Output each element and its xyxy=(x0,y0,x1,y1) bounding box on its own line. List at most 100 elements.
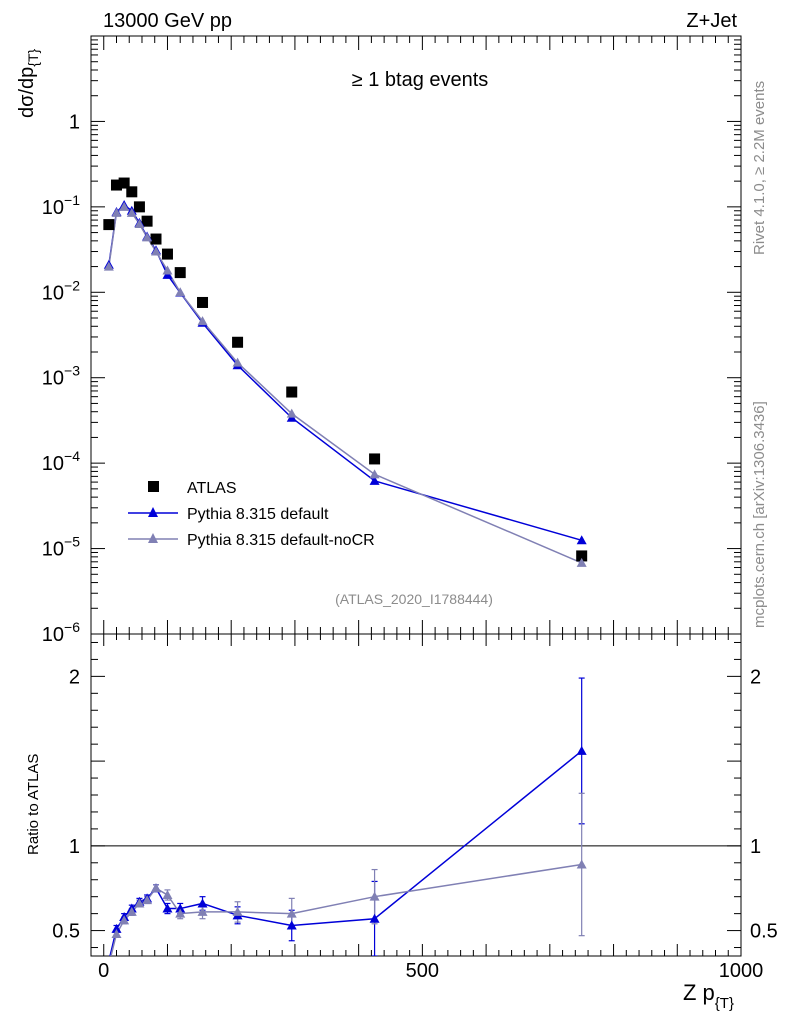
atlas-data-point xyxy=(103,219,115,231)
default-ratio-point xyxy=(197,898,208,908)
nocr-data-point xyxy=(286,408,297,418)
nocr-data-point xyxy=(369,469,380,479)
error-bars xyxy=(113,677,585,956)
default-ratio-line xyxy=(109,750,583,956)
y-tick-label: 10−6 xyxy=(42,619,80,646)
y-tick-label-base: 10 xyxy=(42,282,64,304)
nocr-ratio-point xyxy=(286,908,297,918)
x-tick-label: 1000 xyxy=(719,960,764,982)
y-tick-label-exponent: −2 xyxy=(64,277,80,293)
ratio-axis-label: Ratio to ATLAS xyxy=(25,754,42,855)
nocr-ratio-point xyxy=(162,889,173,899)
nocr-data-point xyxy=(175,287,186,297)
legend-default-marker xyxy=(148,507,158,517)
nocr-data-point xyxy=(151,246,161,256)
default-ratio-point xyxy=(286,920,297,930)
rivet-label: Rivet 4.1.0, ≥ 2.2M events xyxy=(751,81,768,255)
default-ratio-point xyxy=(162,903,173,913)
nocr-data-point xyxy=(111,207,122,217)
nocr-ratio-point xyxy=(126,906,137,916)
legend: ATLAS Pythia 8.315 default Pythia 8.315 … xyxy=(128,480,375,549)
axis-ticks xyxy=(91,36,742,956)
series-lines xyxy=(108,204,583,956)
y-tick-label: 10−1 xyxy=(42,192,80,219)
nocr-ratio-point xyxy=(111,928,122,938)
ratio-tick-label: 1 xyxy=(69,836,80,858)
nocr-data-point xyxy=(119,201,130,211)
legend-nocr-marker xyxy=(148,533,158,543)
y-tick-label: 10−4 xyxy=(42,448,80,475)
atlas-data-point xyxy=(118,177,130,189)
nocr-ratio-point xyxy=(151,883,161,893)
data-markers xyxy=(103,177,588,938)
default-data-point xyxy=(369,475,380,485)
y-tick-label-base: 10 xyxy=(42,368,64,390)
atlas-data-point xyxy=(141,215,153,227)
y-tick-label-exponent: −4 xyxy=(64,448,80,464)
y-tick-label-base: 10 xyxy=(42,539,64,561)
nocr-data-point xyxy=(576,557,587,567)
y-tick-label-base: 1 xyxy=(69,111,80,133)
nocr-series-line xyxy=(108,205,582,564)
nocr-ratio-point xyxy=(134,898,145,908)
nocr-ratio-point xyxy=(197,906,208,916)
default-ratio-point xyxy=(175,903,186,913)
legend-atlas-marker xyxy=(148,481,159,492)
legend-nocr-label: Pythia 8.315 default-noCR xyxy=(187,532,375,549)
mcplots-label: mcplots.cern.ch [arXiv:1306.3436] xyxy=(751,401,768,628)
default-ratio-point xyxy=(576,745,587,755)
atlas-data-point xyxy=(286,386,298,398)
y-tick-label-base: 10 xyxy=(42,624,64,646)
x-axis-label: Z p{T} xyxy=(683,980,734,1012)
default-ratio-point xyxy=(369,913,380,923)
atlas-data-point xyxy=(161,248,173,260)
ratio-tick-label-right: 1 xyxy=(750,836,761,858)
nocr-data-point xyxy=(103,261,114,271)
y-tick-label-exponent: −1 xyxy=(64,192,80,208)
ratio-tick-label-right: 2 xyxy=(750,666,761,688)
legend-atlas-label: ATLAS xyxy=(187,480,237,497)
x-axis-label-main: Z p xyxy=(683,980,715,1005)
nocr-data-point xyxy=(197,316,208,326)
atlas-data-point xyxy=(369,453,381,465)
process-label: Z+Jet xyxy=(686,10,737,32)
y-tick-label: 10−2 xyxy=(42,277,80,304)
y-axis-label: dσ/dp{T} xyxy=(16,48,41,118)
x-axis-label-sub: {T} xyxy=(715,995,734,1012)
ratio-tick-label: 2 xyxy=(69,666,80,688)
ratio-tick-label: 0.5 xyxy=(52,921,80,943)
nocr-ratio-point xyxy=(175,908,186,918)
y-tick-label: 1 xyxy=(69,111,80,133)
default-series-line xyxy=(108,204,582,542)
y-tick-label-base: 10 xyxy=(42,197,64,219)
plot-title: ≥ 1 btag events xyxy=(352,69,489,91)
atlas-data-point xyxy=(232,336,244,348)
atlas-data-point xyxy=(150,233,162,245)
y-tick-label-base: 10 xyxy=(42,453,64,475)
nocr-ratio-point xyxy=(576,859,587,869)
atlas-data-point xyxy=(197,296,209,308)
ratio-plot-frame xyxy=(90,633,742,957)
ratio-tick-label-right: 0.5 xyxy=(750,921,778,943)
x-tick-label: 500 xyxy=(406,960,439,982)
nocr-data-point xyxy=(134,218,145,228)
y-tick-label-exponent: −3 xyxy=(64,363,80,379)
nocr-ratio-point xyxy=(369,891,380,901)
analysis-id: (ATLAS_2020_I1788444) xyxy=(335,591,493,607)
nocr-data-point xyxy=(142,232,153,242)
nocr-data-point xyxy=(126,207,137,217)
energy-label: 13000 GeV pp xyxy=(103,10,232,32)
atlas-data-point xyxy=(133,201,145,213)
atlas-data-point xyxy=(174,267,186,279)
nocr-data-point xyxy=(162,265,173,275)
nocr-ratio-point xyxy=(142,895,153,905)
y-tick-label-exponent: −5 xyxy=(64,534,80,550)
atlas-data-point xyxy=(576,550,588,562)
y-axis-label-main: dσ/dp xyxy=(16,67,38,118)
y-axis-label-sub: {T} xyxy=(25,48,41,66)
atlas-data-point xyxy=(126,186,138,198)
nocr-ratio-point xyxy=(119,915,130,925)
atlas-data-point xyxy=(110,179,122,191)
